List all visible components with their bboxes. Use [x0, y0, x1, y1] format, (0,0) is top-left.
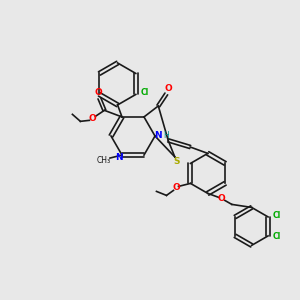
Text: O: O: [94, 88, 102, 97]
Text: O: O: [172, 183, 180, 192]
Text: O: O: [164, 84, 172, 93]
Text: CH₃: CH₃: [97, 156, 111, 165]
Text: Cl: Cl: [141, 88, 149, 97]
Text: Cl: Cl: [273, 232, 281, 242]
Text: O: O: [218, 194, 226, 203]
Text: N: N: [154, 130, 162, 140]
Text: O: O: [88, 114, 96, 123]
Text: H: H: [163, 131, 169, 140]
Text: Cl: Cl: [273, 212, 281, 220]
Text: S: S: [174, 158, 180, 166]
Text: N: N: [115, 153, 123, 162]
